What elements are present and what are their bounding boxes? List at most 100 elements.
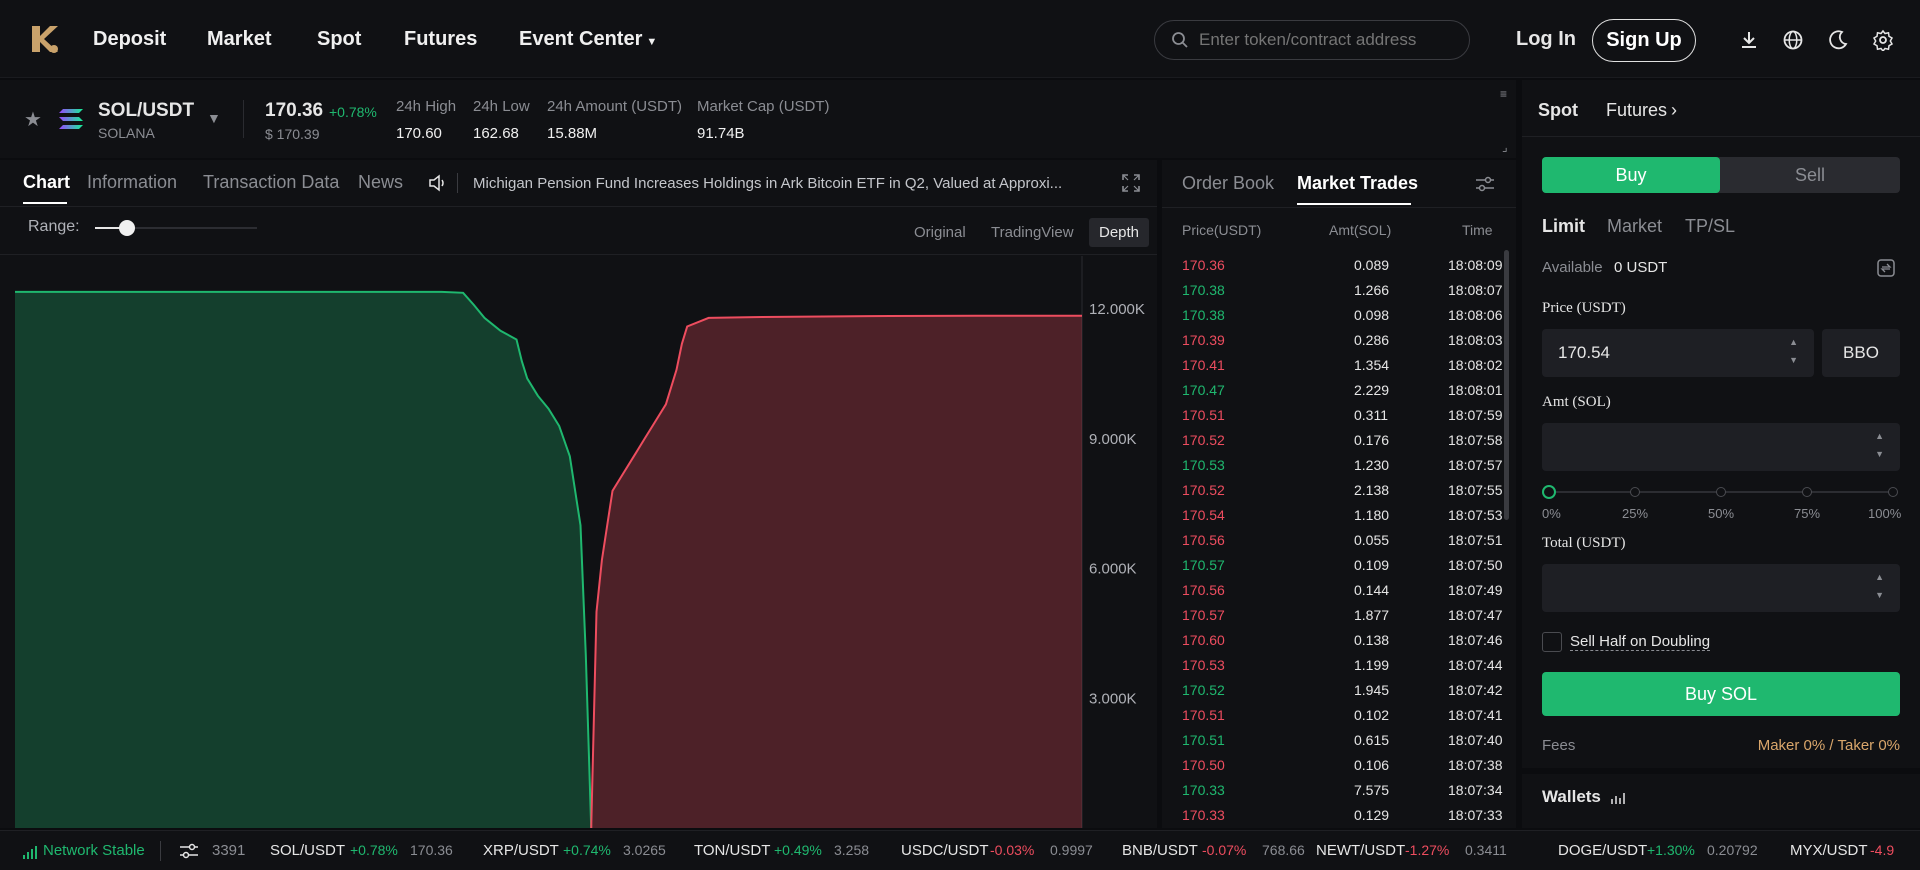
slider-dot-25[interactable] — [1630, 487, 1640, 497]
buy-sol-button[interactable]: Buy SOL — [1542, 672, 1900, 716]
nav-event-center-link[interactable]: Event Center ▼ — [519, 28, 657, 51]
trade-time: 18:07:47 — [1448, 607, 1503, 623]
trade-time: 18:08:09 — [1448, 257, 1503, 273]
top-navbar: Deposit Market Spot Futures Event Center… — [0, 0, 1920, 78]
nav-market-link[interactable]: Market — [207, 28, 272, 50]
range-slider[interactable] — [95, 220, 257, 236]
menu-icon[interactable]: ≡ — [1500, 87, 1508, 101]
buy-tab[interactable]: Buy — [1542, 157, 1720, 193]
pair-symbol[interactable]: SOL/USDT — [98, 100, 195, 121]
trade-price: 170.51 — [1182, 707, 1225, 723]
search-input[interactable] — [1199, 30, 1459, 50]
tab-transaction-data[interactable]: Transaction Data — [203, 172, 340, 192]
ticker-pair[interactable]: DOGE/USDT — [1558, 842, 1648, 859]
ticker-pair[interactable]: NEWT/USDT — [1316, 842, 1406, 859]
tab-order-book[interactable]: Order Book — [1182, 173, 1275, 193]
trade-row: 170.33 0.129 18:07:33 — [1182, 807, 1503, 832]
tab-information[interactable]: Information — [87, 172, 178, 192]
ticker-partial-value: 3391 — [212, 842, 246, 859]
pair-dropdown-icon[interactable]: ▼ — [207, 110, 221, 126]
range-label: Range: — [28, 218, 80, 235]
ticker-price: 0.3411 — [1465, 842, 1507, 858]
stat-value-24h-low: 162.68 — [473, 125, 519, 142]
view-original-button[interactable]: Original — [914, 224, 966, 241]
trade-amount: 0.138 — [1354, 632, 1390, 648]
order-panel: Spot Futures › Buy Sell Limit Market TP/S… — [1522, 80, 1920, 828]
sell-tab[interactable]: Sell — [1794, 164, 1825, 185]
y-tick-label: 3.000K — [1089, 690, 1137, 707]
search-box[interactable] — [1154, 20, 1470, 60]
view-depth-button[interactable]: Depth — [1089, 218, 1150, 247]
view-tradingview-button[interactable]: TradingView — [991, 224, 1074, 241]
price-input-box[interactable]: 170.54 ▲ ▼ — [1542, 329, 1814, 377]
kucoin-logo-icon[interactable] — [28, 22, 62, 56]
ticker-pair[interactable]: MYX/USDT — [1790, 842, 1868, 859]
trade-time: 18:08:07 — [1448, 282, 1503, 298]
scrollbar[interactable] — [1504, 250, 1509, 520]
tab-spot[interactable]: Spot — [1538, 100, 1578, 120]
gear-icon[interactable] — [1872, 29, 1894, 51]
stepper-up-icon[interactable]: ▲ — [1875, 431, 1884, 441]
order-type-market[interactable]: Market — [1607, 216, 1663, 236]
ticker-settings-icon[interactable] — [178, 841, 200, 861]
transfer-icon[interactable] — [1876, 258, 1896, 278]
trade-amount: 0.615 — [1354, 732, 1390, 748]
trade-time: 18:07:59 — [1448, 407, 1503, 423]
news-headline[interactable]: Michigan Pension Fund Increases Holdings… — [473, 175, 1063, 192]
ask-depth-area — [591, 315, 1082, 828]
sell-half-label[interactable]: Sell Half on Doubling — [1570, 633, 1711, 651]
login-link[interactable]: Log In — [1516, 28, 1576, 50]
trade-price: 170.41 — [1182, 357, 1225, 373]
amount-input-box[interactable]: ▲ ▼ — [1542, 423, 1900, 471]
ticker-change: +1.30% — [1647, 842, 1695, 858]
bbo-button[interactable]: BBO — [1822, 329, 1900, 377]
slider-dot-50[interactable] — [1716, 487, 1726, 497]
ticker-pair[interactable]: BNB/USDT — [1122, 842, 1198, 859]
stepper-up-icon[interactable]: ▲ — [1875, 572, 1884, 582]
range-slider-thumb[interactable] — [119, 220, 136, 236]
nav-futures-link[interactable]: Futures — [404, 28, 478, 50]
slider-mark: 100% — [1868, 506, 1902, 521]
stepper-down-icon[interactable]: ▼ — [1875, 590, 1884, 600]
price-input-value[interactable]: 170.54 — [1558, 343, 1610, 362]
ticker-pair[interactable]: XRP/USDT — [483, 842, 559, 859]
stepper-up-icon[interactable]: ▲ — [1789, 337, 1798, 347]
order-type-limit[interactable]: Limit — [1542, 216, 1585, 236]
trade-price: 170.56 — [1182, 582, 1225, 598]
depth-chart[interactable]: 12.000K 9.000K 6.000K 3.000K — [0, 256, 1157, 828]
speaker-icon[interactable] — [427, 173, 447, 193]
trade-price: 170.57 — [1182, 557, 1225, 573]
available-value: 0 USDT — [1614, 259, 1668, 276]
ticker-change: -0.03% — [990, 842, 1035, 858]
slider-handle[interactable] — [1542, 485, 1556, 499]
tab-market-trades[interactable]: Market Trades — [1297, 173, 1419, 193]
fees-value[interactable]: Maker 0% / Taker 0% — [1757, 737, 1900, 754]
signup-button[interactable]: Sign Up — [1592, 19, 1696, 62]
download-icon[interactable] — [1738, 29, 1760, 51]
trade-price: 170.38 — [1182, 307, 1225, 323]
tab-news[interactable]: News — [358, 172, 404, 192]
event-center-label: Event Center — [519, 28, 643, 50]
ticker-pair[interactable]: TON/USDT — [694, 842, 771, 859]
favorite-star-icon[interactable]: ★ — [24, 109, 42, 131]
corner-resize-icon[interactable]: ⌟ — [1502, 140, 1508, 154]
chart-bars-icon[interactable] — [1610, 790, 1626, 806]
fullscreen-icon[interactable] — [1121, 173, 1141, 193]
ticker-pair[interactable]: SOL/USDT — [270, 842, 346, 859]
slider-dot-75[interactable] — [1802, 487, 1812, 497]
order-type-tpsl[interactable]: TP/SL — [1685, 216, 1736, 236]
globe-icon[interactable] — [1782, 29, 1804, 51]
stepper-down-icon[interactable]: ▼ — [1789, 355, 1798, 365]
nav-deposit-link[interactable]: Deposit — [93, 28, 167, 50]
tab-chart[interactable]: Chart — [23, 172, 71, 192]
nav-spot-link[interactable]: Spot — [317, 28, 362, 50]
slider-mark: 75% — [1794, 506, 1821, 521]
total-input-box[interactable]: ▲ ▼ — [1542, 564, 1900, 612]
tab-futures[interactable]: Futures › — [1606, 100, 1677, 121]
ticker-pair[interactable]: USDC/USDT — [901, 842, 989, 859]
slider-dot-100[interactable] — [1888, 487, 1898, 497]
stepper-down-icon[interactable]: ▼ — [1875, 449, 1884, 459]
moon-icon[interactable] — [1827, 29, 1849, 51]
sell-half-checkbox[interactable] — [1542, 632, 1562, 652]
settings-sliders-icon[interactable] — [1474, 173, 1496, 195]
